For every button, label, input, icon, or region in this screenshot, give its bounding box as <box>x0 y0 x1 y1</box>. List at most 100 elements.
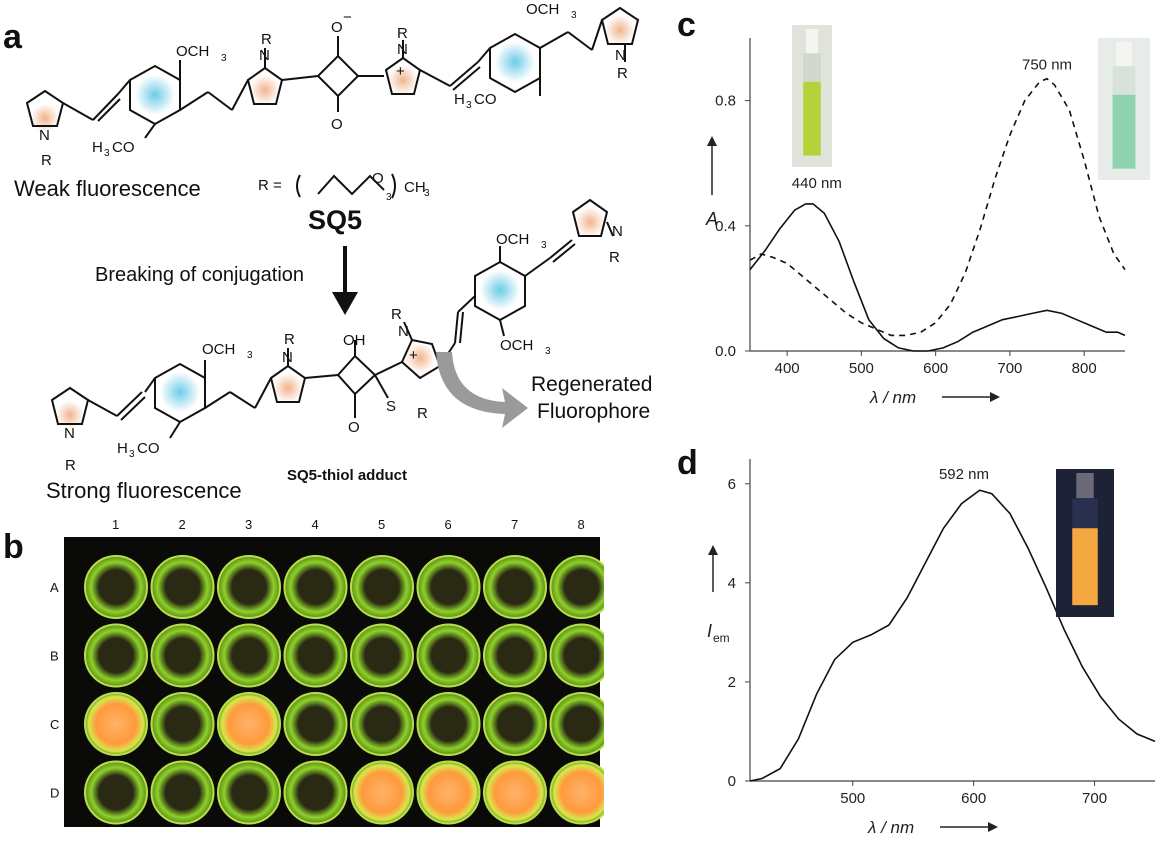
weak-fluorescence-label: Weak fluorescence <box>14 176 201 201</box>
compound-label: SQ5 <box>308 205 363 235</box>
cuvette-glass <box>1112 66 1136 95</box>
x-axis-label: λ / nm <box>869 388 916 407</box>
well-D3 <box>217 760 281 825</box>
column-label: 4 <box>312 517 319 532</box>
peak-annotation: 440 nm <box>792 175 842 192</box>
atom-r: R <box>284 331 295 348</box>
y-label-arrow-head <box>708 545 718 555</box>
row-label: A <box>50 580 59 595</box>
column-label: 2 <box>179 517 186 532</box>
atom-h3co: H <box>454 91 465 108</box>
y-tick-label: 0 <box>728 773 736 790</box>
well-B1 <box>84 623 148 688</box>
column-label: 5 <box>378 517 385 532</box>
cuvette-photo <box>1098 38 1150 180</box>
x-tick-label: 400 <box>775 360 800 377</box>
y-tick-label: 0.0 <box>715 343 736 360</box>
atom-r: R <box>609 249 620 266</box>
atom-n: N <box>397 41 408 58</box>
x-tick-label: 600 <box>961 790 986 807</box>
well-A5 <box>350 555 414 619</box>
panel-label-b: b <box>3 528 24 566</box>
atom-n: N <box>39 127 50 144</box>
cuvette-photo <box>792 25 832 167</box>
atom-r: R <box>65 457 76 474</box>
atom-n: N <box>282 349 293 366</box>
y-axis-label: A <box>705 209 718 229</box>
atom-n: N <box>615 47 626 64</box>
well-C5 <box>350 692 414 756</box>
x-tick-label: 600 <box>923 360 948 377</box>
well-plate: 1 2 3 4 5 6 7 8 A B C D <box>50 517 604 827</box>
pyrrole-glow <box>575 207 605 237</box>
cuvette-solution <box>803 81 821 156</box>
well-D4 <box>283 760 348 825</box>
atom-och3: OCH <box>526 1 559 18</box>
atom-o: O <box>331 116 343 133</box>
atom-minus: − <box>343 9 352 26</box>
atom-r: R <box>417 405 428 422</box>
y-axis-label-sub: em <box>713 631 730 645</box>
pyrrole-glow <box>405 343 435 373</box>
series-line-dashed <box>749 77 1126 337</box>
sub-3: 3 <box>545 346 551 357</box>
x-label-arrow-head <box>988 822 998 832</box>
well-B3 <box>217 623 281 688</box>
pyrrole-ring <box>600 6 640 45</box>
well-B2 <box>150 623 215 688</box>
y-label-arrow-head <box>707 136 717 146</box>
y-tick-label: 0.4 <box>715 218 736 235</box>
row-label: C <box>50 717 59 732</box>
cuvette-cap <box>806 29 818 54</box>
r-def-o: O <box>372 170 384 187</box>
atom-n: N <box>259 47 270 64</box>
y-axis-label: I <box>707 621 712 641</box>
well-B5 <box>350 623 414 688</box>
r-chain <box>296 173 396 199</box>
cuvette-solution <box>1072 528 1098 606</box>
panel-label-a: a <box>3 18 22 56</box>
sub-3: 3 <box>104 148 110 159</box>
squaraine-ring <box>336 354 377 396</box>
atom-och3: OCH <box>496 231 529 248</box>
well-D6 <box>416 760 481 825</box>
peak-annotation: 592 nm <box>939 466 989 483</box>
benzene-glow <box>480 270 520 310</box>
adduct-label: SQ5-thiol adduct <box>287 467 407 484</box>
pyrrole-glow <box>273 373 303 403</box>
x-tick-label: 800 <box>1072 360 1097 377</box>
x-tick-label: 500 <box>840 790 865 807</box>
cuvette-solution <box>1112 94 1136 169</box>
cuvette-cap <box>1116 42 1132 67</box>
well-B7 <box>483 623 547 688</box>
y-tick-label: 6 <box>728 476 736 493</box>
x-axis-label: λ / nm <box>867 818 914 837</box>
row-label: B <box>50 649 59 664</box>
r-def-ch3: CH <box>404 179 426 196</box>
well-D5 <box>350 760 414 825</box>
atom-och3: OCH <box>202 341 235 358</box>
pyrrole-ring <box>269 364 307 403</box>
well-D2 <box>150 760 215 825</box>
pyrrole-glow <box>250 75 280 105</box>
atom-s: S <box>386 398 396 415</box>
atom-o: O <box>331 19 343 36</box>
panel-label-d: d <box>677 444 698 482</box>
atom-och3: OCH <box>176 43 209 60</box>
atom-r: R <box>617 65 628 82</box>
cuvette-photo <box>1056 469 1114 617</box>
sub-3: 3 <box>247 350 253 361</box>
well-B8 <box>549 623 604 688</box>
atom-n: N <box>64 425 75 442</box>
well-C2 <box>150 692 215 756</box>
pyrrole-ring <box>50 386 90 425</box>
panel-a-scheme: N R OCH H N R O − O N R + OCH H N R R = … <box>25 1 640 474</box>
sub-3: 3 <box>466 100 472 111</box>
atom-och3: OCH <box>500 337 533 354</box>
atom-r: R <box>261 31 272 48</box>
emission-chart: 500 600 700 0 2 4 6 λ / nm I em 592 nm <box>707 459 1156 837</box>
r-def-ch3-sub: 3 <box>424 188 430 199</box>
column-label: 6 <box>445 517 452 532</box>
strong-fluorescence-label: Strong fluorescence <box>46 478 242 503</box>
benzene-glow <box>135 75 175 115</box>
